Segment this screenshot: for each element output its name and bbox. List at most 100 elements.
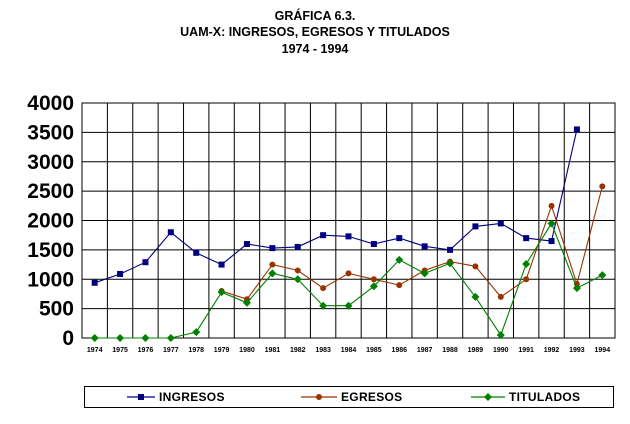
data-point-ingresos: [91, 279, 98, 286]
legend-item-ingresos: INGRESOS: [127, 387, 225, 407]
data-point-titulados: [572, 284, 581, 293]
data-point-ingresos: [421, 243, 428, 250]
x-tick-label: 1984: [341, 347, 357, 354]
x-tick-label: 1987: [417, 347, 433, 354]
series-ingresos: [91, 126, 580, 286]
chart-series: [90, 126, 607, 342]
x-tick-label: 1994: [595, 347, 611, 354]
data-point-titulados: [293, 275, 302, 284]
y-tick-label: 3500: [27, 121, 74, 144]
legend-label-titulados: TITULADOS: [509, 390, 581, 404]
data-point-ingresos: [447, 246, 454, 253]
chart-legend: INGRESOS EGRESOS TITULADOS: [84, 386, 614, 408]
x-tick-label: 1988: [442, 347, 458, 354]
x-tick-label: 1977: [163, 347, 179, 354]
x-tick-label: 1980: [239, 347, 255, 354]
data-point-titulados: [496, 331, 505, 340]
legend-item-titulados: TITULADOS: [471, 387, 580, 407]
data-point-egresos: [396, 282, 403, 289]
y-tick-label: 500: [39, 298, 74, 321]
y-tick-label: 2000: [27, 210, 74, 233]
data-point-egresos: [497, 293, 504, 300]
chart-grid: [81, 102, 616, 339]
data-point-titulados: [395, 255, 404, 264]
data-point-egresos: [548, 202, 555, 209]
x-tick-label: 1974: [87, 347, 103, 354]
data-point-ingresos: [167, 229, 174, 236]
x-tick-label: 1992: [544, 347, 560, 354]
x-tick-label: 1978: [188, 347, 204, 354]
data-point-ingresos: [320, 232, 327, 239]
chart-title-line-2: UAM-X: INGRESOS, EGRESOS Y TITULADOS: [180, 25, 450, 39]
data-point-ingresos: [573, 126, 580, 133]
data-point-titulados: [242, 298, 251, 307]
data-point-ingresos: [497, 220, 504, 227]
y-tick-label: 1500: [27, 239, 74, 262]
data-point-egresos: [472, 263, 479, 270]
data-point-ingresos: [117, 270, 124, 277]
chart-title-line-1: GRÁFICA 6.3.: [274, 9, 356, 23]
x-tick-label: 1979: [214, 347, 230, 354]
legend-item-egresos: EGRESOS: [301, 387, 402, 407]
data-point-ingresos: [523, 235, 530, 242]
data-point-egresos: [599, 183, 606, 190]
data-point-egresos: [370, 276, 377, 283]
data-point-ingresos: [142, 259, 149, 266]
data-point-titulados: [522, 259, 531, 268]
legend-label-ingresos: INGRESOS: [159, 390, 225, 404]
data-point-titulados: [141, 334, 150, 342]
legend-label-egresos: EGRESOS: [341, 390, 403, 404]
data-point-ingresos: [243, 241, 250, 247]
data-point-ingresos: [294, 243, 301, 250]
legend-swatch-titulados: [471, 393, 505, 401]
data-point-ingresos: [193, 249, 200, 256]
y-axis-ticks: 0 500 1000 1500 2000 2500 3000 3500 4000: [27, 92, 74, 350]
y-tick-label: 4000: [27, 92, 74, 115]
data-point-egresos: [269, 261, 276, 268]
x-tick-label: 1986: [391, 347, 407, 354]
x-tick-label: 1993: [569, 347, 585, 354]
data-point-titulados: [420, 269, 429, 278]
series-line-ingresos: [94, 129, 578, 284]
data-point-egresos: [345, 270, 352, 277]
series-titulados: [90, 219, 607, 342]
data-point-titulados: [319, 301, 328, 310]
x-tick-label: 1983: [315, 347, 331, 354]
data-point-titulados: [598, 271, 607, 280]
data-point-egresos: [523, 276, 530, 283]
data-point-titulados: [192, 328, 201, 337]
data-point-ingresos: [269, 245, 276, 252]
data-point-titulados: [90, 334, 99, 342]
data-point-titulados: [166, 334, 175, 342]
data-point-ingresos: [370, 241, 377, 247]
data-point-ingresos: [396, 235, 403, 242]
series-egresos: [218, 183, 606, 303]
x-tick-label: 1975: [112, 347, 128, 354]
y-tick-label: 1000: [27, 268, 74, 291]
x-tick-label: 1985: [366, 347, 382, 354]
data-point-ingresos: [345, 233, 352, 240]
data-point-ingresos: [548, 238, 555, 245]
x-tick-label: 1981: [265, 347, 281, 354]
series-line-egresos: [221, 186, 603, 300]
x-tick-label: 1989: [468, 347, 484, 354]
data-point-titulados: [471, 292, 480, 301]
data-point-ingresos: [218, 261, 225, 268]
data-point-titulados: [268, 269, 277, 278]
data-point-titulados: [344, 301, 353, 310]
data-point-titulados: [547, 219, 556, 228]
legend-swatch-egresos: [301, 394, 337, 400]
data-point-egresos: [320, 285, 327, 292]
x-axis-ticks: 1974 1975 1976 1977 1978 1979 1980 1981 1982 1983…: [87, 347, 610, 354]
y-tick-label: 0: [62, 327, 74, 350]
data-point-egresos: [294, 267, 301, 274]
data-point-titulados: [446, 259, 455, 268]
x-tick-label: 1982: [290, 347, 306, 354]
y-tick-label: 2500: [27, 180, 74, 203]
x-tick-label: 1976: [138, 347, 154, 354]
x-tick-label: 1991: [518, 347, 534, 354]
data-point-titulados: [116, 334, 125, 342]
data-point-titulados: [217, 288, 226, 297]
legend-swatch-ingresos: [127, 394, 155, 400]
